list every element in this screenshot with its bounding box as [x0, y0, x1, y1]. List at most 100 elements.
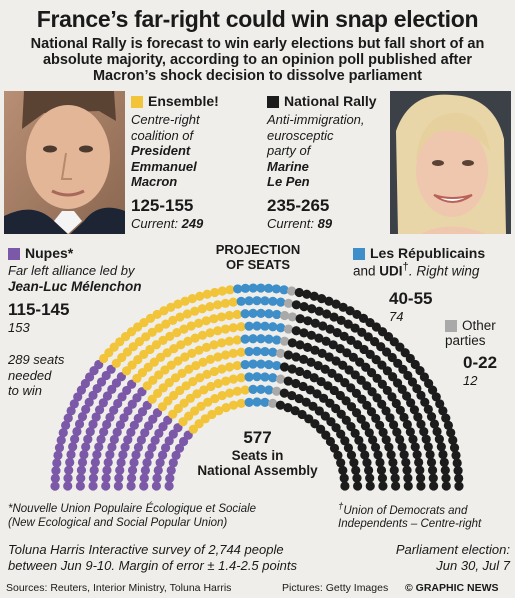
- seat-ensemble: [147, 327, 157, 337]
- seat-national-rally: [453, 466, 463, 476]
- seat-other-parties: [283, 298, 294, 308]
- seat-national-rally: [408, 434, 418, 444]
- seat-nupes: [118, 450, 128, 460]
- footer-sources: Sources: Reuters, Interior Ministry, Tol…: [6, 582, 232, 594]
- seat-ensemble: [152, 388, 163, 398]
- seat-national-rally: [376, 342, 386, 352]
- ensemble-desc: Centre-right coalition of President Emma…: [131, 112, 200, 189]
- seat-les-r-publicains-and-udi: [244, 296, 254, 306]
- seat-ensemble: [190, 306, 200, 316]
- seat-ensemble: [224, 362, 235, 372]
- seat-national-rally: [291, 352, 301, 362]
- seat-national-rally: [395, 434, 405, 445]
- seat-nupes: [153, 465, 163, 475]
- seat-ensemble: [175, 385, 185, 396]
- seat-nupes: [69, 399, 79, 409]
- republicains-block: Les Républicains and UDI†. Right wing 40…: [353, 245, 513, 324]
- seat-ensemble: [228, 400, 239, 410]
- seat-national-rally: [352, 481, 363, 491]
- seat-nupes: [101, 370, 111, 381]
- seat-national-rally: [435, 399, 445, 409]
- seat-national-rally: [357, 327, 367, 337]
- seat-ensemble: [163, 396, 173, 406]
- seat-ensemble: [160, 365, 170, 375]
- seat-ensemble: [134, 337, 144, 347]
- seat-national-rally: [452, 458, 462, 468]
- seat-national-rally: [392, 378, 403, 388]
- seat-ensemble: [177, 368, 187, 378]
- seat-ensemble: [221, 403, 231, 413]
- seat-national-rally: [395, 405, 405, 415]
- seat-national-rally: [420, 397, 430, 407]
- seat-ensemble: [216, 312, 227, 322]
- seat-national-rally: [391, 398, 401, 409]
- seat-nupes: [54, 443, 65, 453]
- seat-national-rally: [378, 427, 388, 437]
- seat-ensemble: [197, 304, 207, 314]
- seat-ensemble: [139, 317, 149, 328]
- seat-ensemble: [228, 323, 238, 333]
- seat-national-rally: [426, 412, 437, 422]
- seat-ensemble: [213, 352, 223, 362]
- seat-ensemble: [149, 357, 159, 367]
- seat-les-r-publicains-and-udi: [260, 372, 270, 382]
- seat-ensemble: [228, 374, 239, 384]
- other-swatch: [445, 320, 457, 333]
- seat-nupes: [92, 450, 102, 460]
- seat-national-rally: [305, 385, 315, 395]
- seat-nupes: [122, 385, 132, 396]
- ensemble-range: 125-155: [131, 195, 194, 215]
- seat-ensemble: [210, 287, 220, 298]
- seat-national-rally: [384, 442, 394, 452]
- seat-national-rally: [415, 473, 426, 483]
- seat-national-rally: [303, 316, 313, 326]
- seat-nupes: [120, 442, 130, 452]
- seat-nupes: [178, 436, 189, 447]
- seat-ensemble: [127, 360, 137, 370]
- seat-national-rally: [346, 450, 357, 460]
- seat-national-rally: [310, 419, 320, 429]
- seat-national-rally: [405, 427, 415, 437]
- seat-ensemble: [161, 319, 171, 329]
- seat-national-rally: [362, 457, 372, 468]
- seat-national-rally: [328, 340, 338, 350]
- seat-ensemble: [228, 297, 238, 307]
- seat-ensemble: [180, 352, 190, 362]
- seat-les-r-publicains-and-udi: [279, 285, 289, 295]
- seat-les-r-publicains-and-udi: [276, 323, 286, 333]
- seat-national-rally: [454, 481, 464, 491]
- seat-national-rally: [323, 381, 333, 391]
- seat-national-rally: [401, 391, 412, 401]
- seat-nupes: [116, 372, 126, 382]
- seat-ensemble: [158, 383, 168, 393]
- seat-nupes: [152, 473, 162, 483]
- seat-nupes: [127, 399, 137, 409]
- republicains-current: 74: [389, 308, 404, 324]
- seat-national-rally: [331, 299, 341, 309]
- seat-ensemble: [111, 358, 121, 368]
- seat-nupes: [101, 481, 111, 491]
- seat-national-rally: [378, 481, 388, 491]
- seat-national-rally: [371, 355, 381, 365]
- seat-ensemble: [220, 350, 231, 360]
- seat-nupes: [98, 398, 108, 408]
- ensemble-swatch: [131, 96, 143, 109]
- nupes-name: Nupes*: [25, 245, 74, 261]
- seat-national-rally: [382, 347, 392, 357]
- seat-nupes: [107, 384, 117, 394]
- seat-national-rally: [361, 362, 371, 372]
- seat-ensemble: [194, 318, 204, 328]
- seat-national-rally: [299, 328, 309, 338]
- seat-ensemble: [202, 369, 212, 379]
- seat-national-rally: [344, 365, 354, 375]
- seat-nupes: [96, 377, 107, 387]
- seat-other-parties: [287, 312, 298, 322]
- seat-ensemble: [200, 414, 210, 424]
- seat-national-rally: [415, 465, 425, 475]
- seat-nupes: [53, 450, 63, 460]
- seat-national-rally: [329, 443, 340, 453]
- seat-nupes: [140, 465, 150, 475]
- seat-national-rally: [362, 381, 372, 391]
- seat-nupes: [183, 430, 193, 440]
- seat-ensemble: [128, 342, 138, 352]
